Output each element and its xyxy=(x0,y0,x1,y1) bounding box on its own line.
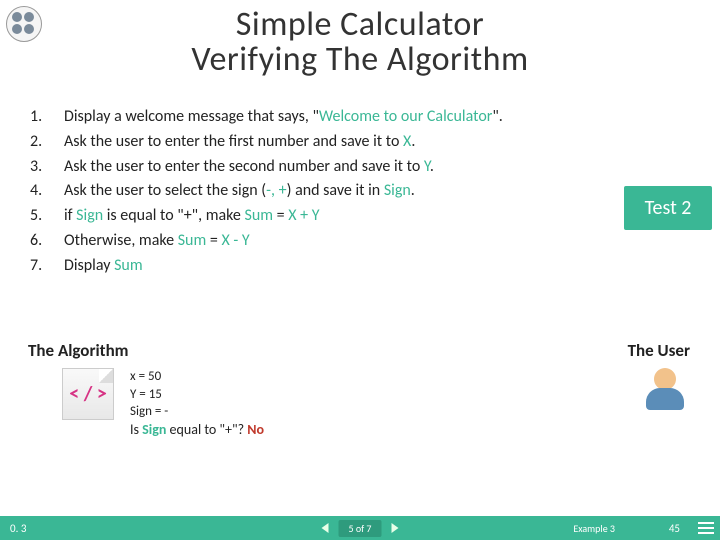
prev-arrow-icon[interactable] xyxy=(322,523,329,533)
code-lines: x = 50 Y = 15 Sign = - Is Sign equal to … xyxy=(130,368,264,440)
step-num: 1. xyxy=(30,105,64,130)
step-5: 5. if Sign is equal to "+", make Sum = X… xyxy=(30,204,690,229)
algorithm-label: The Algorithm xyxy=(28,340,129,361)
user-label: The User xyxy=(628,340,690,361)
step-num: 2. xyxy=(30,130,64,155)
slide-position: 5 of 7 xyxy=(339,520,382,537)
step-text: Display Sum xyxy=(64,254,143,279)
step-num: 3. xyxy=(30,155,64,180)
step-1: 1. Display a welcome message that says, … xyxy=(30,105,690,130)
code-line-1: x = 50 xyxy=(130,368,264,386)
title-block: Simple Calculator Verifying The Algorith… xyxy=(0,0,720,80)
step-text: Display a welcome message that says, "We… xyxy=(64,105,503,130)
step-6: 6. Otherwise, make Sum = X - Y xyxy=(30,229,690,254)
step-text: Ask the user to select the sign (-, +) a… xyxy=(64,179,415,204)
menu-icon[interactable] xyxy=(698,522,714,534)
slide-nav: 5 of 7 xyxy=(322,520,399,537)
footer-bar: 0. 3 5 of 7 Example 3 45 xyxy=(0,516,720,540)
title-line-2: Verifying The Algorithm xyxy=(0,39,720,80)
page-number: 45 xyxy=(669,522,680,535)
deck-icon xyxy=(6,6,42,42)
code-line-4: Is Sign equal to "+"? No xyxy=(130,421,264,440)
example-label: Example 3 xyxy=(573,522,615,535)
step-num: 4. xyxy=(30,179,64,204)
step-3: 3. Ask the user to enter the second numb… xyxy=(30,155,690,180)
version-label: 0. 3 xyxy=(10,522,26,535)
next-arrow-icon[interactable] xyxy=(391,523,398,533)
step-text: Otherwise, make Sum = X - Y xyxy=(64,229,250,254)
code-area: < / > x = 50 Y = 15 Sign = - Is Sign equ… xyxy=(62,368,264,440)
test-badge: Test 2 xyxy=(624,186,712,230)
code-line-2: Y = 15 xyxy=(130,386,264,404)
step-num: 7. xyxy=(30,254,64,279)
step-num: 5. xyxy=(30,204,64,229)
code-line-3: Sign = - xyxy=(130,403,264,421)
step-7: 7. Display Sum xyxy=(30,254,690,279)
user-avatar-icon xyxy=(642,368,688,414)
step-text: if Sign is equal to "+", make Sum = X + … xyxy=(64,204,320,229)
step-text: Ask the user to enter the second number … xyxy=(64,155,434,180)
step-text: Ask the user to enter the first number a… xyxy=(64,130,415,155)
step-2: 2. Ask the user to enter the first numbe… xyxy=(30,130,690,155)
code-file-icon: < / > xyxy=(62,368,114,420)
step-num: 6. xyxy=(30,229,64,254)
step-4: 4. Ask the user to select the sign (-, +… xyxy=(30,179,690,204)
algorithm-steps: 1. Display a welcome message that says, … xyxy=(30,105,690,279)
content-area: 1. Display a welcome message that says, … xyxy=(30,105,690,279)
